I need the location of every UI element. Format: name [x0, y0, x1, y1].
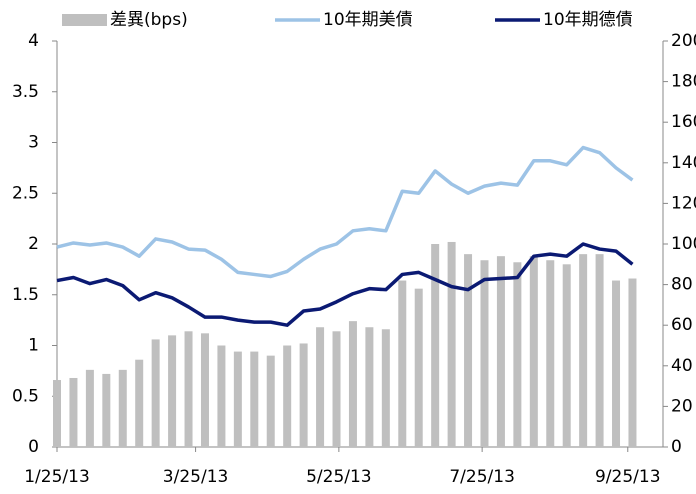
bar	[299, 343, 308, 447]
bar	[628, 278, 637, 447]
bar	[316, 327, 325, 447]
y-tick-label: 1.5	[12, 285, 39, 305]
bar	[250, 351, 259, 447]
y2-tick-label: 100	[671, 234, 696, 254]
line	[56, 242, 634, 327]
bar	[118, 369, 127, 447]
y-tick-label: 0.5	[12, 386, 39, 406]
y2-tick-label: 60	[671, 315, 693, 335]
bar	[53, 380, 61, 447]
x-tick-label: 3/25/13	[163, 467, 229, 487]
bar	[464, 254, 473, 447]
legend-label: 10年期美債	[323, 10, 413, 30]
bar	[217, 345, 226, 447]
bar	[365, 327, 374, 447]
y2-tick-label: 160	[671, 112, 696, 132]
y2-tick-label: 0	[671, 437, 682, 457]
bar	[135, 359, 144, 447]
x-tick-label: 1/25/13	[24, 467, 90, 487]
y2-tick-label: 20	[671, 396, 693, 416]
legend-label: 10年期德債	[543, 10, 633, 30]
bar	[332, 331, 341, 447]
line	[56, 145, 634, 279]
y2-tick-label: 200	[671, 31, 696, 51]
x-tick-label: 9/25/13	[595, 467, 661, 487]
bar	[348, 321, 357, 447]
bar	[480, 260, 489, 447]
bar	[69, 377, 78, 447]
bar	[266, 355, 275, 447]
legend-label: 差異(bps)	[110, 10, 188, 30]
bar	[562, 264, 571, 447]
y2-tick-label: 120	[671, 193, 696, 213]
legend-swatch	[62, 14, 107, 26]
bar	[529, 256, 538, 447]
bar	[200, 333, 209, 447]
y2-tick-label: 80	[671, 275, 693, 295]
y-tick-label: 4	[28, 31, 39, 51]
bar	[233, 351, 242, 447]
bar	[546, 260, 555, 447]
bar	[85, 369, 94, 447]
y2-tick-label: 40	[671, 356, 693, 376]
x-tick-label: 5/25/13	[306, 467, 372, 487]
y-tick-label: 3	[28, 133, 39, 153]
y-tick-label: 0	[28, 437, 39, 457]
bar	[447, 241, 456, 447]
bar	[184, 331, 193, 447]
y-tick-label: 2.5	[12, 183, 39, 203]
y2-tick-label: 180	[671, 72, 696, 92]
x-tick-label: 7/25/13	[449, 467, 515, 487]
y-tick-label: 1	[28, 336, 39, 356]
bar	[398, 280, 407, 447]
bar	[414, 288, 423, 447]
bar	[496, 256, 505, 447]
y-tick-label: 3.5	[12, 82, 39, 102]
bar	[151, 339, 160, 447]
bar	[283, 345, 292, 447]
bar	[579, 254, 588, 447]
y2-tick-label: 140	[671, 153, 696, 173]
bar	[595, 254, 604, 447]
bar	[431, 244, 440, 447]
bar	[102, 373, 111, 447]
bar	[168, 335, 177, 447]
bar	[513, 262, 522, 447]
y-tick-label: 2	[28, 234, 39, 254]
bar	[612, 280, 621, 447]
bar	[381, 329, 390, 447]
